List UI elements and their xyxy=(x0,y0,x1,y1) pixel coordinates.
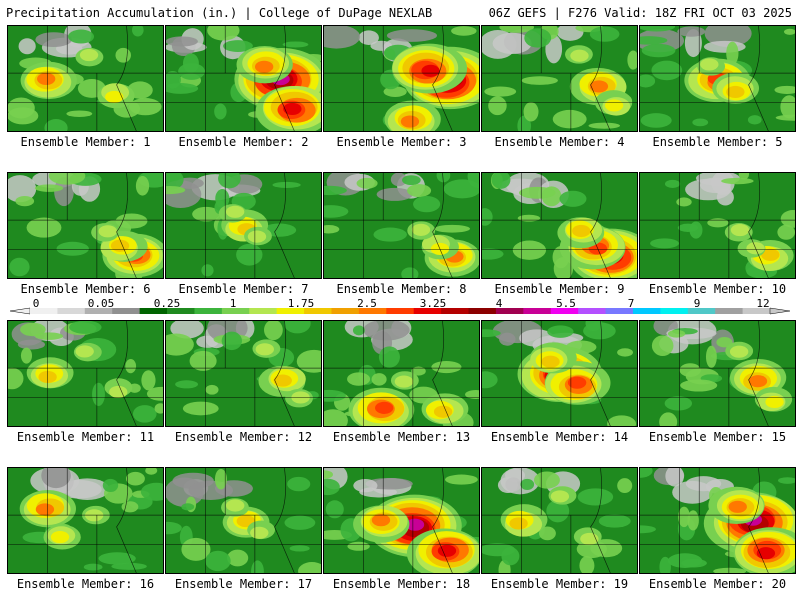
colorbar-swatch xyxy=(276,308,305,314)
ensemble-map-6 xyxy=(7,172,164,279)
colorbar-tick-label: 1 xyxy=(229,297,237,310)
ensemble-member-label: Ensemble Member: 18 xyxy=(332,577,471,591)
colorbar-swatch xyxy=(660,308,689,314)
ensemble-member-label: Ensemble Member: 11 xyxy=(16,430,155,444)
colorbar-tick-label: 2.5 xyxy=(357,297,377,310)
colorbar-tick-label: 9 xyxy=(693,297,701,310)
ensemble-map-10 xyxy=(639,172,796,279)
ensemble-member-label: Ensemble Member: 16 xyxy=(16,577,155,591)
colorbar-swatch xyxy=(139,308,168,314)
colorbar-swatch xyxy=(358,308,387,314)
colorbar-tick-label: 0.05 xyxy=(87,297,115,310)
ensemble-map-13 xyxy=(323,320,480,427)
colorbar-tick-label: 1.75 xyxy=(287,297,315,310)
colorbar-tick-label: 3.25 xyxy=(419,297,447,310)
colorbar-swatch xyxy=(687,308,716,314)
ensemble-map-17 xyxy=(165,467,322,574)
colorbar-swatch xyxy=(632,308,661,314)
ensemble-member-label: Ensemble Member: 13 xyxy=(332,430,471,444)
ensemble-map-1 xyxy=(7,25,164,132)
ensemble-map-8 xyxy=(323,172,480,279)
colorbar-swatch xyxy=(441,308,470,314)
ensemble-member-label: Ensemble Member: 4 xyxy=(494,135,625,149)
colorbar-swatch xyxy=(386,308,415,314)
ensemble-member-label: Ensemble Member: 6 xyxy=(20,282,151,296)
ensemble-member-label: Ensemble Member: 9 xyxy=(494,282,625,296)
ensemble-member-label: Ensemble Member: 8 xyxy=(336,282,467,296)
ensemble-member-label: Ensemble Member: 2 xyxy=(178,135,309,149)
colorbar-swatch xyxy=(30,308,58,314)
colorbar-swatch xyxy=(468,308,497,314)
ensemble-member-label: Ensemble Member: 10 xyxy=(648,282,787,296)
ensemble-map-3 xyxy=(323,25,480,132)
colorbar-swatch xyxy=(605,308,634,314)
model-run-info: 06Z GEFS | F276 Valid: 18Z FRI OCT 03 20… xyxy=(488,6,792,20)
colorbar-swatch xyxy=(57,308,86,314)
ensemble-member-label: Ensemble Member: 20 xyxy=(648,577,787,591)
colorbar-tick-label: 4 xyxy=(495,297,503,310)
colorbar-tick-label: 12 xyxy=(756,297,770,310)
colorbar-left-arrow xyxy=(9,307,31,315)
ensemble-map-20 xyxy=(639,467,796,574)
colorbar-swatch xyxy=(167,308,195,314)
colorbar-tick-label: 5.5 xyxy=(556,297,576,310)
ensemble-member-label: Ensemble Member: 3 xyxy=(336,135,467,149)
map-title: Precipitation Accumulation (in.) | Colle… xyxy=(6,6,433,20)
colorbar-swatch xyxy=(523,308,552,314)
ensemble-map-11 xyxy=(7,320,164,427)
colorbar-swatch xyxy=(249,308,278,314)
ensemble-member-label: Ensemble Member: 17 xyxy=(174,577,313,591)
colorbar-swatch xyxy=(84,308,113,314)
ensemble-member-label: Ensemble Member: 1 xyxy=(20,135,151,149)
ensemble-map-9 xyxy=(481,172,638,279)
colorbar-swatch xyxy=(331,308,360,314)
colorbar-swatch xyxy=(112,308,141,314)
colorbar-swatch xyxy=(742,308,771,314)
ensemble-map-12 xyxy=(165,320,322,427)
colorbar-tick-label: 0.25 xyxy=(153,297,181,310)
colorbar-tick-label: 7 xyxy=(627,297,635,310)
ensemble-member-label: Ensemble Member: 15 xyxy=(648,430,787,444)
ensemble-map-5 xyxy=(639,25,796,132)
colorbar-swatch xyxy=(578,308,607,314)
colorbar-swatch xyxy=(550,308,579,314)
ensemble-member-label: Ensemble Member: 19 xyxy=(490,577,629,591)
ensemble-map-19 xyxy=(481,467,638,574)
colorbar-right-arrow xyxy=(769,307,791,315)
ensemble-map-15 xyxy=(639,320,796,427)
ensemble-member-label: Ensemble Member: 14 xyxy=(490,430,629,444)
ensemble-map-2 xyxy=(165,25,322,132)
ensemble-member-label: Ensemble Member: 12 xyxy=(174,430,313,444)
ensemble-map-16 xyxy=(7,467,164,574)
ensemble-member-label: Ensemble Member: 5 xyxy=(652,135,783,149)
ensemble-map-7 xyxy=(165,172,322,279)
ensemble-member-label: Ensemble Member: 7 xyxy=(178,282,309,296)
colorbar-tick-label: 0 xyxy=(32,297,40,310)
colorbar-swatch xyxy=(304,308,332,314)
precip-colorbar xyxy=(9,307,791,315)
ensemble-map-4 xyxy=(481,25,638,132)
colorbar-swatch xyxy=(715,308,744,314)
ensemble-map-18 xyxy=(323,467,480,574)
colorbar-swatch xyxy=(495,308,524,314)
colorbar-swatch xyxy=(221,308,250,314)
colorbar-swatch xyxy=(413,308,442,314)
ensemble-map-14 xyxy=(481,320,638,427)
colorbar-swatch xyxy=(194,308,223,314)
